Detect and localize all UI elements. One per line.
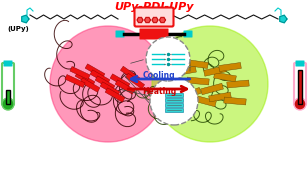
Polygon shape — [179, 88, 201, 101]
Polygon shape — [280, 15, 287, 23]
FancyBboxPatch shape — [135, 8, 173, 26]
Polygon shape — [201, 83, 223, 95]
Polygon shape — [65, 74, 85, 88]
Polygon shape — [100, 82, 120, 96]
FancyBboxPatch shape — [3, 60, 13, 67]
Polygon shape — [165, 103, 183, 107]
Polygon shape — [209, 92, 231, 102]
Text: (UPy): (UPy) — [7, 26, 29, 32]
Circle shape — [152, 26, 268, 142]
Polygon shape — [165, 93, 183, 97]
Polygon shape — [227, 80, 249, 88]
Polygon shape — [80, 78, 100, 92]
Circle shape — [50, 26, 166, 142]
FancyBboxPatch shape — [295, 60, 305, 67]
Polygon shape — [187, 77, 209, 85]
FancyBboxPatch shape — [184, 30, 192, 37]
Polygon shape — [165, 98, 183, 102]
Polygon shape — [204, 66, 226, 76]
Polygon shape — [160, 17, 165, 23]
Polygon shape — [70, 67, 90, 80]
FancyBboxPatch shape — [140, 29, 168, 40]
Polygon shape — [95, 76, 115, 90]
Polygon shape — [125, 73, 145, 89]
FancyBboxPatch shape — [294, 63, 306, 105]
FancyBboxPatch shape — [298, 70, 302, 104]
Text: Heating: Heating — [142, 88, 176, 97]
Polygon shape — [90, 70, 110, 84]
Circle shape — [150, 77, 198, 125]
Polygon shape — [152, 17, 158, 23]
FancyBboxPatch shape — [116, 30, 124, 37]
Polygon shape — [214, 72, 236, 82]
Polygon shape — [219, 63, 241, 71]
Polygon shape — [115, 80, 135, 94]
Circle shape — [294, 98, 306, 110]
Text: Cooling: Cooling — [143, 71, 175, 81]
Polygon shape — [224, 97, 246, 105]
Polygon shape — [137, 17, 143, 23]
Text: UPy-PDI-UPy: UPy-PDI-UPy — [114, 2, 194, 12]
Circle shape — [2, 98, 14, 110]
FancyBboxPatch shape — [6, 90, 10, 104]
Polygon shape — [22, 15, 29, 23]
Polygon shape — [120, 66, 140, 82]
Polygon shape — [105, 88, 125, 102]
Polygon shape — [174, 66, 197, 76]
Circle shape — [146, 37, 190, 81]
Polygon shape — [75, 72, 95, 86]
Polygon shape — [144, 17, 151, 23]
Polygon shape — [186, 60, 208, 68]
FancyBboxPatch shape — [2, 63, 14, 105]
Polygon shape — [165, 108, 183, 112]
Polygon shape — [194, 95, 217, 107]
Polygon shape — [110, 74, 130, 88]
Polygon shape — [85, 64, 105, 78]
